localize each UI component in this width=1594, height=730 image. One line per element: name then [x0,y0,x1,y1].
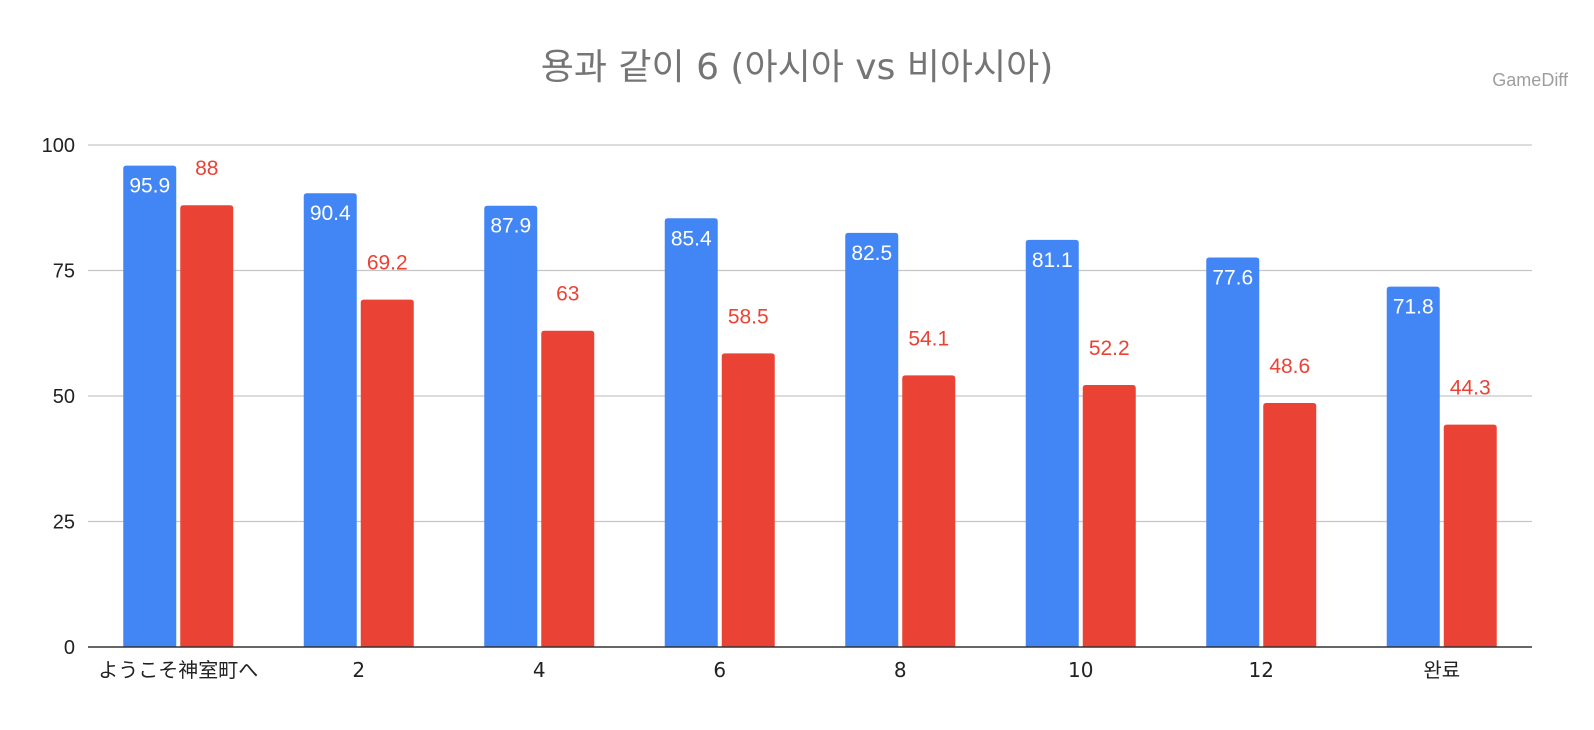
data-label: 85.4 [671,227,712,250]
data-label: 63 [556,283,579,306]
data-label: 58.5 [728,305,769,328]
bars [123,165,1497,648]
chart-title: 용과 같이 6 (아시아 vs 비아시아) [540,47,1054,88]
x-category-label: ようこそ神室町へ [98,658,258,682]
bar-blue [123,165,177,647]
data-labels: 95.9 88 90.4 69.2 87.9 63 85.4 58.5 82.5 54.1 81.1… [129,157,1490,399]
x-category-label: 4 [533,658,546,682]
bar-blue [1025,239,1079,648]
data-label: 52.2 [1089,337,1130,360]
bar-blue [845,232,899,647]
data-label: 77.6 [1212,266,1253,289]
y-axis-ticks: 0 25 50 75 100 [42,135,75,659]
bar-red [360,299,414,647]
data-label: 69.2 [367,252,408,275]
bar-blue [484,205,538,647]
data-label: 71.8 [1393,296,1434,319]
data-label: 95.9 [129,175,170,198]
data-label: 44.3 [1450,377,1491,400]
data-label: 81.1 [1032,249,1073,272]
x-category-label: 6 [713,658,726,682]
y-tick-label: 25 [53,512,75,534]
x-category-label: 12 [1249,658,1274,682]
bar-red [721,353,775,647]
data-label: 54.1 [908,327,949,350]
data-label: 90.4 [310,202,351,225]
x-axis-categories: ようこそ神室町へ 2 4 6 8 10 12 완료 [98,658,1460,682]
watermark: GameDiff [1492,70,1568,90]
y-tick-label: 100 [42,135,75,157]
x-category-label: 완료 [1423,658,1460,682]
y-tick-label: 50 [53,386,75,408]
data-label: 48.6 [1269,355,1310,378]
x-category-label: 2 [352,658,365,682]
data-label: 88 [195,157,218,180]
x-category-label: 8 [894,658,907,682]
bar-blue [1206,257,1260,647]
bar-red [1263,403,1317,647]
data-label: 82.5 [851,242,892,265]
y-tick-label: 75 [53,261,75,283]
bar-red [902,375,956,647]
x-category-label: 10 [1068,658,1093,682]
y-tick-label: 0 [64,637,75,659]
bar-red [541,330,595,647]
bar-red [1443,424,1497,647]
bar-red [1082,384,1136,647]
bar-red [180,205,234,648]
bar-blue [664,218,718,648]
data-label: 87.9 [490,215,531,238]
bar-blue [1386,286,1440,647]
bar-blue [303,193,357,647]
